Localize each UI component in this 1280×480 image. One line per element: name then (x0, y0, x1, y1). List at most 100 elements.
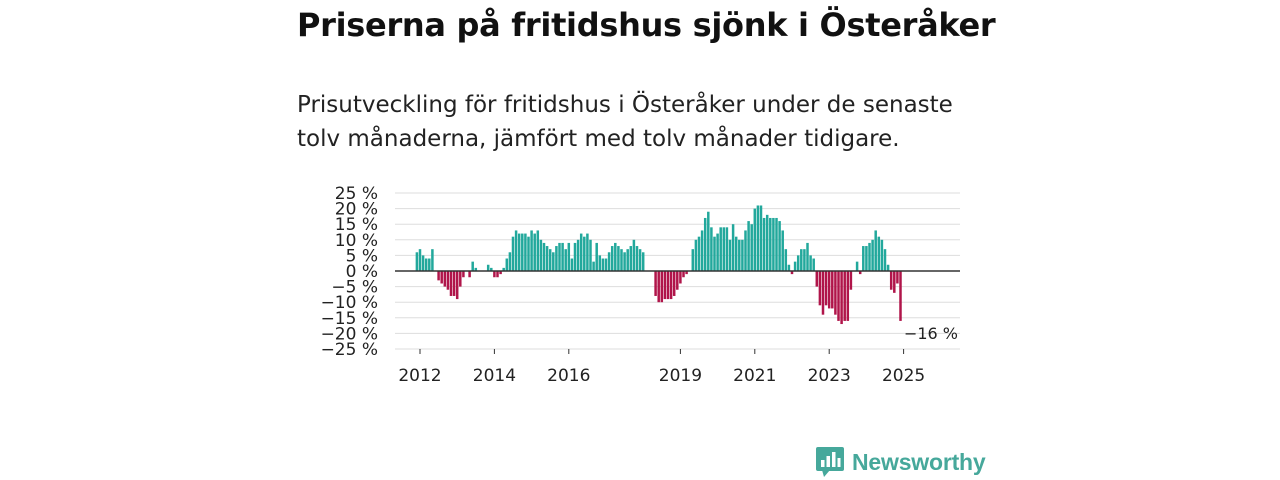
brand-name: Newsworthy (852, 448, 986, 475)
bar (449, 271, 453, 296)
bar (558, 242, 561, 271)
bar (812, 258, 815, 271)
bar (778, 221, 781, 271)
bar (641, 252, 645, 271)
bar (552, 252, 555, 271)
chart-subtitle: Prisutveckling för fritidshus i Österåke… (297, 92, 953, 152)
bar (762, 217, 766, 271)
bar (747, 221, 750, 271)
bar (809, 255, 812, 271)
bar (728, 239, 732, 271)
bar (725, 227, 729, 271)
bar (682, 271, 685, 278)
bar (589, 239, 592, 271)
bar (610, 246, 614, 271)
bar (666, 271, 670, 300)
bar (855, 261, 859, 271)
x-tick-label: 2023 (808, 366, 851, 386)
bar (437, 271, 440, 281)
bar (889, 271, 893, 290)
bar (524, 233, 527, 271)
bar (607, 252, 611, 271)
bar (694, 239, 698, 271)
bar (865, 246, 868, 271)
bar (595, 242, 598, 271)
bar (657, 271, 660, 303)
bar (734, 236, 738, 271)
bar (716, 233, 719, 271)
bar (440, 271, 443, 284)
bar (617, 246, 620, 271)
bar (818, 271, 822, 306)
bar (545, 246, 549, 271)
bar (784, 249, 788, 271)
bar (629, 246, 633, 271)
bar (697, 236, 701, 271)
y-tick-label: 25 % (335, 184, 378, 204)
bar (576, 239, 580, 271)
bar (840, 271, 843, 325)
bar (827, 271, 831, 309)
bar (846, 271, 850, 321)
bar (669, 271, 673, 300)
bar (455, 271, 459, 300)
bar (886, 264, 890, 271)
bar-series (415, 205, 902, 325)
bar (564, 249, 567, 271)
bar (555, 246, 558, 271)
bar (868, 242, 871, 271)
bar (722, 227, 726, 271)
bar (459, 271, 462, 287)
bar (831, 271, 834, 309)
bar (452, 271, 456, 296)
bar (759, 205, 763, 271)
bar (418, 249, 422, 271)
bar (583, 236, 586, 271)
bar (893, 271, 896, 293)
y-tick-label: −20 % (321, 324, 378, 344)
bar (874, 230, 877, 271)
bar (775, 217, 778, 271)
bar (793, 261, 797, 271)
bar (769, 217, 772, 271)
bar (679, 271, 682, 284)
bar (428, 258, 431, 271)
bar (713, 236, 716, 271)
bar (496, 271, 499, 278)
bar (803, 249, 806, 271)
bar (710, 227, 713, 271)
bar (756, 205, 760, 271)
bar (635, 246, 639, 271)
bar (837, 271, 840, 321)
bar (790, 271, 794, 275)
bar (601, 258, 605, 271)
bar (719, 227, 722, 271)
bar (493, 271, 496, 278)
bar (542, 242, 546, 271)
x-tick-label: 2021 (733, 366, 776, 386)
bar (638, 249, 642, 271)
bar (772, 217, 775, 271)
bar (579, 233, 583, 271)
bar (511, 236, 515, 271)
bar (896, 271, 899, 284)
bar (604, 258, 608, 271)
bar (871, 239, 874, 271)
bar (877, 236, 881, 271)
bar (738, 239, 741, 271)
y-tick-label: −15 % (321, 309, 378, 329)
bar (431, 249, 434, 271)
newsworthy-brand[interactable]: Newsworthy (816, 447, 986, 477)
bar (502, 267, 505, 271)
bar (632, 239, 636, 271)
bar (570, 258, 574, 271)
bar (883, 249, 887, 271)
bar (815, 271, 819, 287)
bar (415, 252, 419, 271)
bar (880, 239, 884, 271)
bar (676, 271, 679, 290)
bar (626, 249, 629, 271)
newsworthy-logo-icon (816, 447, 844, 477)
x-tick-label: 2019 (659, 366, 702, 386)
bar (521, 233, 524, 271)
